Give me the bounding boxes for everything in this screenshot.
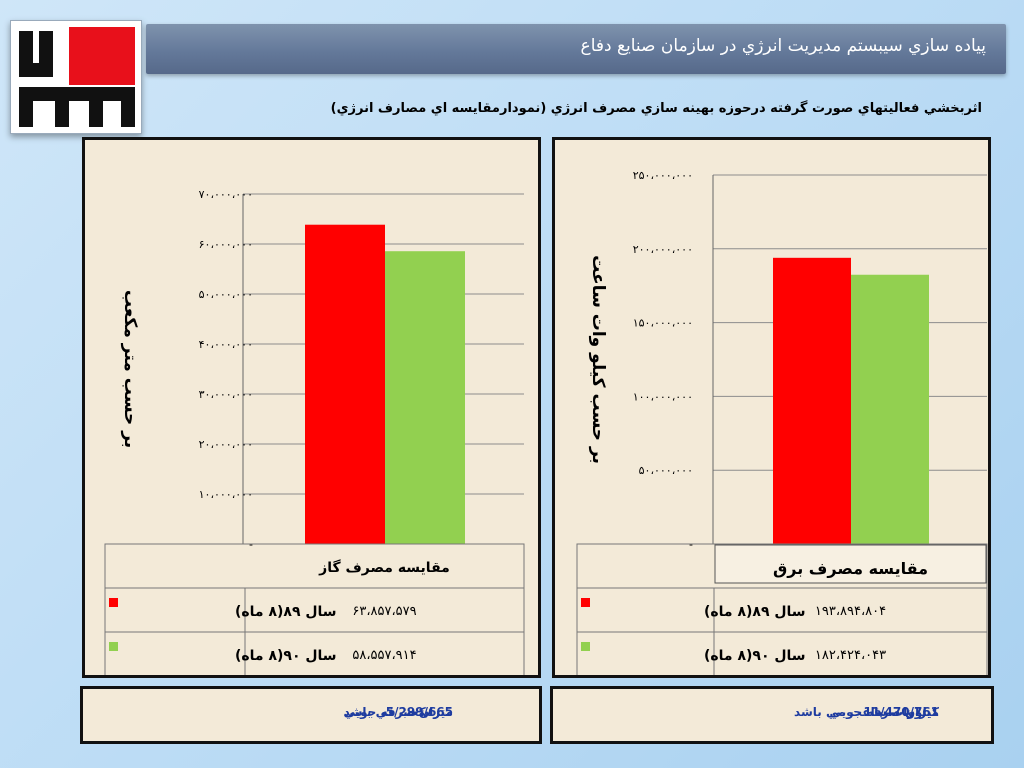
electricity-chart: -۵۰،۰۰۰،۰۰۰۱۰۰،۰۰۰،۰۰۰۱۵۰،۰۰۰،۰۰۰۲۰۰،۰۰۰… <box>576 169 988 677</box>
gas-y-tick-label: ۳۰،۰۰۰،۰۰۰ <box>199 388 253 401</box>
gas-note-post: مترمكعب مي باشد <box>343 705 453 719</box>
elec-value-label-series-2: ۱۸۲،۴۲۴،۰۴۳ <box>815 648 886 663</box>
elec-legend-label-series-2: سال ۹۰(۸ ماه) <box>704 648 806 664</box>
elec-legend-swatch-series-2 <box>581 642 590 651</box>
gas-value-label-series-1: ۶۳،۸۵۷،۵۷۹ <box>352 604 416 619</box>
gas-data-table: مقايسه مصرف گاز ۶۳،۸۵۷،۵۷۹ سال ۸۹(۸ ماه) ۵۸… <box>104 543 525 677</box>
gas-savings-note: ميزان صرفه جويي 5/299/665 مترمكعب مي باش… <box>80 686 542 744</box>
banner-title: پياده سازي سيبستم مديريت انرژي در سازمان… <box>580 36 986 56</box>
gas-chart-panel: -۱۰،۰۰۰،۰۰۰۲۰،۰۰۰،۰۰۰۳۰،۰۰۰،۰۰۰۴۰،۰۰۰،۰۰… <box>82 137 541 678</box>
electricity-note-post: كيلووات ساعت مي باشد <box>794 705 939 719</box>
gas-legend-label-series-1: سال ۸۹(۸ ماه) <box>235 604 337 620</box>
elec-legend-swatch-series-1 <box>581 598 590 607</box>
electricity-note-pre: ميزان صرفه جويي <box>829 705 939 719</box>
gas-bar-series-1 <box>305 224 385 544</box>
elec-value-label-series-1: ۱۹۳،۸۹۴،۸۰۴ <box>815 604 886 619</box>
electricity-savings-note: ميزان صرفه جويي 11/470/761 كيلووات ساعت … <box>550 686 994 744</box>
gas-legend-swatch-series-1 <box>109 598 118 607</box>
gas-note-pre: ميزان صرفه جويي <box>343 705 453 719</box>
electricity-note-amount: 11/470/761 <box>863 705 939 719</box>
gas-legend-swatch-series-2 <box>109 642 118 651</box>
gas-y-tick-label: ۷۰،۰۰۰،۰۰۰ <box>199 188 253 201</box>
elec-bar-series-1 <box>773 257 851 544</box>
electricity-chart-panel: -۵۰،۰۰۰،۰۰۰ ۱۰۰،۰۰۰،۰۰۰ ۱۵۰،۰۰۰،۰۰۰ ۲۰۰،۰۰۰… <box>552 137 991 678</box>
elec-y-tick-label: ۵۰،۰۰۰،۰۰۰ <box>639 464 693 477</box>
gas-chart: -۱۰،۰۰۰،۰۰۰۲۰،۰۰۰،۰۰۰۳۰،۰۰۰،۰۰۰۴۰،۰۰۰،۰۰… <box>104 188 525 677</box>
gas-bar-series-2 <box>385 251 465 544</box>
elec-category-label: مقايسه مصرف برق <box>773 559 928 578</box>
elec-data-table: مقايسه مصرف برق ۱۹۳،۸۹۴،۸۰۴ سال ۸۹(۸ ماه) ۱… <box>576 543 988 677</box>
gas-category-label: مقايسه مصرف گاز <box>318 559 450 576</box>
logo <box>10 20 142 134</box>
elec-y-tick-label: ۲۵۰،۰۰۰،۰۰۰ <box>633 169 693 182</box>
elec-category-box <box>714 544 987 584</box>
gas-y-tick-label: ۶۰،۰۰۰،۰۰۰ <box>199 238 253 251</box>
elec-y-tick-label: ۱۰۰،۰۰۰،۰۰۰ <box>633 390 693 403</box>
elec-legend-label-series-1: سال ۸۹(۸ ماه) <box>704 604 806 620</box>
logo-graphic <box>19 27 135 127</box>
elec-y-tick-label: ۲۰۰،۰۰۰،۰۰۰ <box>633 243 693 256</box>
gas-y-tick-label: ۴۰،۰۰۰،۰۰۰ <box>199 338 253 351</box>
elec-y-axis-label: بر حسب كيلو وات ساعت <box>588 255 608 464</box>
slide-subtitle: اثربخشي فعاليتهاي صورت گرفته درحوزه بهين… <box>330 101 982 116</box>
gas-y-axis-label: بر حسب متر مكعب <box>120 290 140 448</box>
elec-y-tick-label: ۱۵۰،۰۰۰،۰۰۰ <box>633 317 693 330</box>
gas-legend-label-series-2: سال ۹۰(۸ ماه) <box>235 648 337 664</box>
gas-y-tick-label: ۲۰،۰۰۰،۰۰۰ <box>199 438 253 451</box>
gas-y-tick-label: ۵۰،۰۰۰،۰۰۰ <box>199 288 253 301</box>
elec-bar-series-2 <box>851 274 929 544</box>
gas-note-amount: 5/299/665 <box>385 705 453 719</box>
header-banner: پياده سازي سيبستم مديريت انرژي در سازمان… <box>146 24 1006 74</box>
gas-value-label-series-2: ۵۸،۵۵۷،۹۱۴ <box>352 648 416 663</box>
gas-y-tick-label: ۱۰،۰۰۰،۰۰۰ <box>199 488 253 501</box>
